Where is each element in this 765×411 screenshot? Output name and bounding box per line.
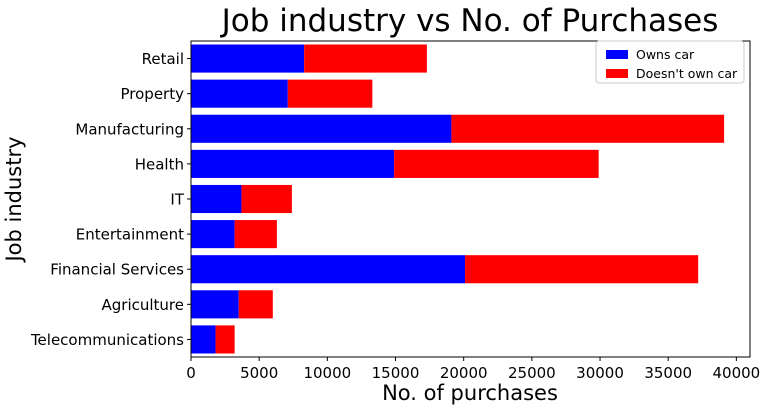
bar-owns-car-7	[191, 290, 239, 319]
bar-no-car-7	[238, 290, 273, 319]
bar-no-car-2	[451, 114, 725, 143]
y-axis-label: Job industry	[2, 136, 26, 263]
x-tick-label: 5000	[240, 364, 278, 382]
bar-no-car-0	[304, 44, 427, 73]
y-tick-label: Retail	[142, 50, 184, 68]
bar-owns-car-5	[191, 220, 235, 249]
bar-no-car-1	[287, 79, 373, 108]
legend-swatch	[606, 50, 628, 59]
y-tick-label: IT	[170, 191, 184, 209]
bar-owns-car-8	[191, 325, 216, 354]
x-tick-label: 20000	[440, 364, 488, 382]
y-tick-label: Entertainment	[76, 226, 184, 244]
legend-swatch	[606, 69, 628, 78]
x-tick-label: 30000	[576, 364, 624, 382]
y-tick-label: Telecommunications	[30, 331, 184, 349]
bar-no-car-6	[465, 255, 699, 284]
bar-no-car-3	[394, 149, 599, 178]
x-tick-label: 25000	[508, 364, 556, 382]
bar-owns-car-1	[191, 79, 288, 108]
bar-no-car-5	[234, 220, 277, 249]
bar-owns-car-4	[191, 184, 242, 214]
bar-owns-car-6	[191, 255, 466, 284]
x-tick-label: 15000	[372, 364, 420, 382]
y-tick-label: Agriculture	[102, 296, 185, 314]
bar-owns-car-2	[191, 114, 452, 143]
x-tick-label: 0	[186, 364, 196, 382]
bar-no-car-8	[215, 325, 235, 354]
y-tick-label: Health	[135, 155, 184, 173]
legend-label: Owns car	[636, 47, 695, 62]
legend-label: Doesn't own car	[636, 66, 738, 81]
bar-no-car-4	[241, 184, 292, 214]
plot-area	[190, 40, 751, 358]
y-tick-label: Financial Services	[50, 261, 184, 279]
bar-owns-car-3	[191, 149, 395, 178]
y-tick-label: Property	[121, 85, 185, 103]
chart-title: Job industry vs No. of Purchases	[220, 3, 719, 39]
bar-owns-car-0	[191, 44, 305, 73]
y-tick-label: Manufacturing	[75, 120, 184, 138]
x-tick-label: 35000	[644, 364, 692, 382]
y-axis: Retail Property Manufacturing Health IT Enter…	[30, 50, 191, 349]
legend-box	[595, 40, 745, 84]
x-axis: 0 5000 10000 15000 20000 25000 30000 35000 40000	[186, 357, 760, 382]
x-tick-label: 40000	[713, 364, 761, 382]
x-axis-label: No. of purchases	[382, 381, 558, 405]
legend: Owns car Doesn't own car	[595, 40, 745, 84]
x-tick-label: 10000	[303, 364, 351, 382]
